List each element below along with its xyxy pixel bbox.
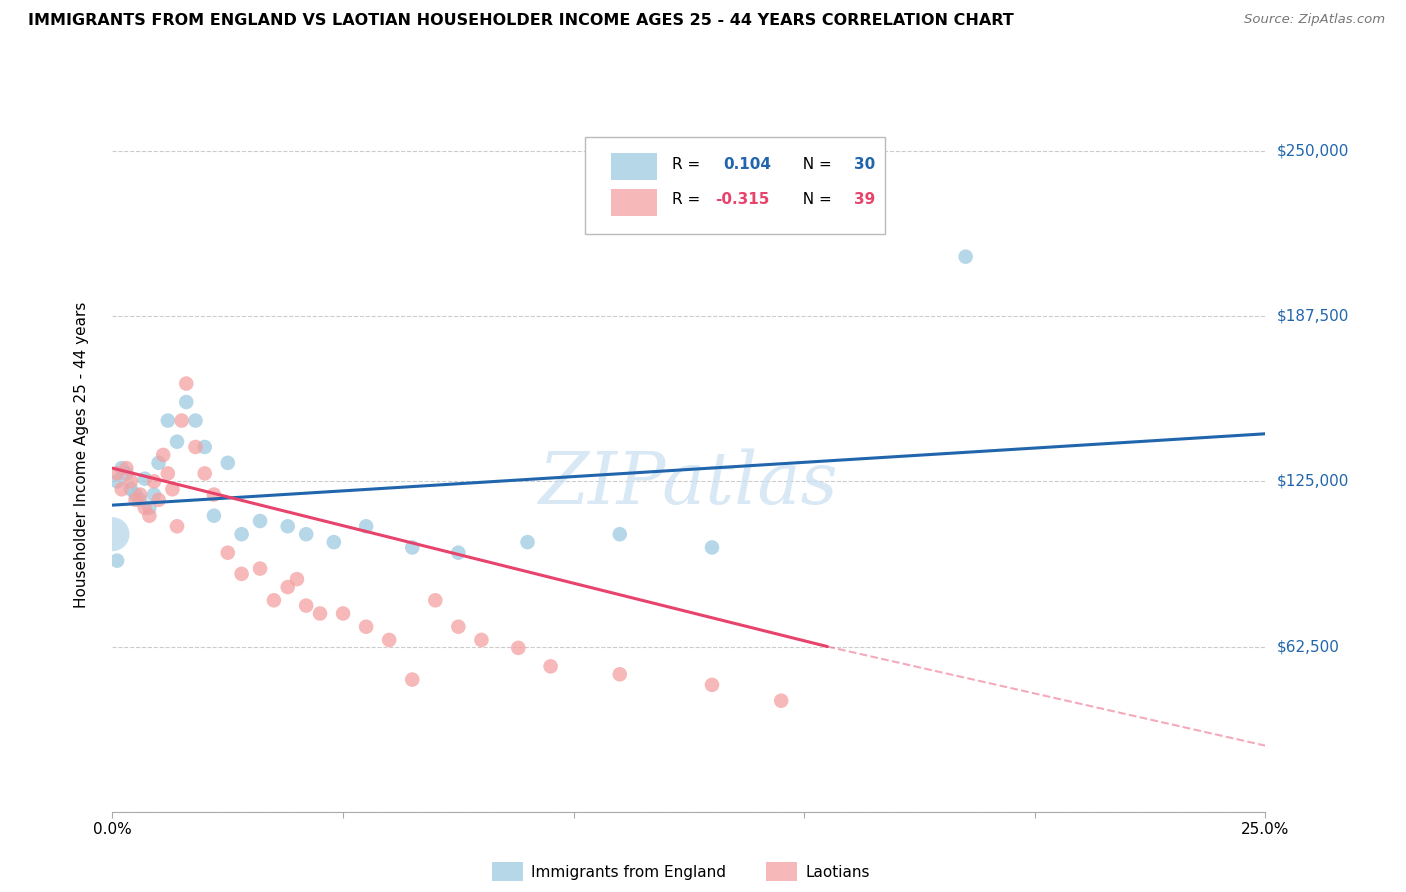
- Point: [202, 508, 225, 523]
- Text: Source: ZipAtlas.com: Source: ZipAtlas.com: [1244, 13, 1385, 27]
- Point: [138, 500, 160, 515]
- Point: [174, 395, 197, 409]
- Point: [401, 541, 423, 555]
- Text: Immigrants from England: Immigrants from England: [531, 865, 727, 880]
- Point: [425, 593, 447, 607]
- Point: [115, 467, 138, 481]
- Point: [295, 599, 318, 613]
- Text: R =: R =: [672, 157, 710, 171]
- Point: [770, 694, 793, 708]
- Point: [700, 678, 723, 692]
- Point: [263, 593, 285, 607]
- Point: [143, 475, 166, 489]
- Text: N =: N =: [793, 157, 837, 171]
- Text: $250,000: $250,000: [1277, 144, 1348, 159]
- Point: [202, 487, 225, 501]
- Point: [217, 546, 239, 560]
- Point: [184, 440, 207, 454]
- Point: [322, 535, 344, 549]
- Y-axis label: Householder Income Ages 25 - 44 years: Householder Income Ages 25 - 44 years: [75, 301, 89, 608]
- Bar: [610, 153, 657, 180]
- Text: 0.104: 0.104: [724, 157, 772, 171]
- Point: [609, 527, 631, 541]
- Point: [609, 667, 631, 681]
- Point: [143, 487, 166, 501]
- Point: [194, 440, 217, 454]
- Point: [111, 461, 134, 475]
- Point: [516, 535, 538, 549]
- Point: [148, 492, 170, 507]
- Point: [378, 632, 401, 647]
- Point: [134, 472, 156, 486]
- Point: [231, 566, 253, 581]
- Point: [540, 659, 562, 673]
- Text: 30: 30: [853, 157, 875, 171]
- Point: [354, 519, 377, 533]
- Point: [231, 527, 253, 541]
- Text: N =: N =: [793, 193, 837, 207]
- Bar: [610, 189, 657, 216]
- Point: [129, 492, 152, 507]
- Point: [470, 632, 492, 647]
- Point: [120, 475, 142, 489]
- Point: [129, 487, 152, 501]
- Point: [156, 413, 179, 427]
- Point: [105, 554, 128, 568]
- Point: [354, 620, 377, 634]
- Text: 39: 39: [853, 193, 875, 207]
- Point: [217, 456, 239, 470]
- Point: [447, 620, 470, 634]
- Point: [184, 413, 207, 427]
- Point: [508, 640, 530, 655]
- Point: [111, 483, 134, 497]
- Point: [162, 483, 184, 497]
- Text: Laotians: Laotians: [806, 865, 870, 880]
- Point: [101, 527, 124, 541]
- Point: [170, 413, 193, 427]
- Text: $187,500: $187,500: [1277, 309, 1348, 324]
- Point: [152, 448, 174, 462]
- Point: [277, 580, 299, 594]
- Point: [401, 673, 423, 687]
- Point: [134, 500, 156, 515]
- Point: [700, 541, 723, 555]
- Text: -0.315: -0.315: [716, 193, 770, 207]
- Text: ZIPatlas: ZIPatlas: [538, 448, 839, 519]
- Point: [249, 514, 271, 528]
- FancyBboxPatch shape: [585, 137, 884, 234]
- Point: [955, 250, 977, 264]
- Point: [174, 376, 197, 391]
- Point: [249, 561, 271, 575]
- Point: [447, 546, 470, 560]
- Text: IMMIGRANTS FROM ENGLAND VS LAOTIAN HOUSEHOLDER INCOME AGES 25 - 44 YEARS CORRELA: IMMIGRANTS FROM ENGLAND VS LAOTIAN HOUSE…: [28, 13, 1014, 29]
- Point: [124, 492, 146, 507]
- Point: [105, 475, 128, 489]
- Point: [138, 508, 160, 523]
- Point: [115, 461, 138, 475]
- Point: [277, 519, 299, 533]
- Point: [166, 519, 188, 533]
- Point: [166, 434, 188, 449]
- Point: [332, 607, 354, 621]
- Text: R =: R =: [672, 193, 704, 207]
- Point: [309, 607, 332, 621]
- Point: [295, 527, 318, 541]
- Point: [285, 572, 308, 586]
- Point: [105, 467, 128, 481]
- Point: [148, 456, 170, 470]
- Point: [124, 487, 146, 501]
- Point: [194, 467, 217, 481]
- Text: $125,000: $125,000: [1277, 474, 1348, 489]
- Point: [156, 467, 179, 481]
- Point: [120, 483, 142, 497]
- Text: $62,500: $62,500: [1277, 639, 1340, 654]
